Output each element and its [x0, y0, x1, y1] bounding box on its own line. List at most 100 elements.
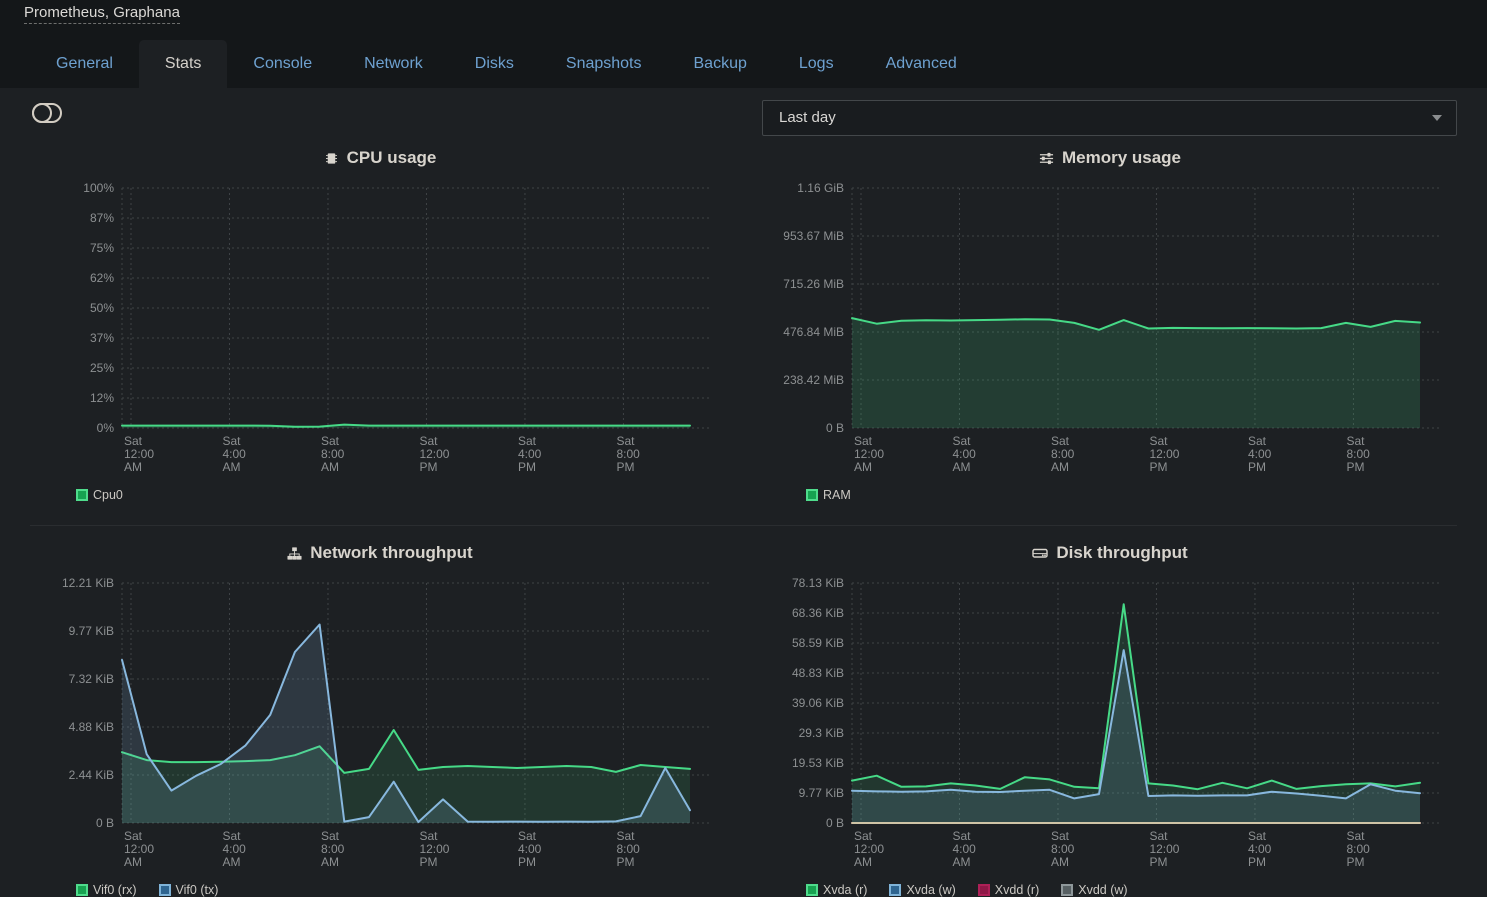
cpu-usage-chart: CPU usage 100% 87% 75% 62% 50% 37% 25% 12% 0% Sat…	[30, 140, 730, 504]
x-axis-label: 4:00	[952, 447, 976, 461]
chart-title-text: Disk throughput	[1056, 543, 1188, 562]
tab-snapshots[interactable]: Snapshots	[565, 55, 642, 72]
toggle-off-icon	[30, 103, 64, 130]
y-axis-label: 100%	[83, 181, 114, 195]
x-axis-label: 4:00	[518, 842, 542, 856]
y-axis-label: 78.13 KiB	[792, 576, 844, 590]
x-axis-label: 4:00	[222, 447, 246, 461]
cpu-legend: Cpu0	[76, 486, 730, 504]
x-axis-label: PM	[518, 460, 536, 474]
tab-backup[interactable]: Backup	[693, 55, 747, 72]
network-chart-title: Network throughput	[30, 535, 730, 571]
tab-disks[interactable]: Disks	[474, 55, 514, 72]
tab-general[interactable]: General	[56, 55, 113, 72]
memory-chart-title: Memory usage	[760, 140, 1460, 176]
x-axis-label: Sat	[1051, 434, 1070, 448]
legend-swatch	[76, 884, 88, 896]
x-axis-label: 12:00	[419, 842, 449, 856]
x-axis-label: 12:00	[124, 842, 154, 856]
x-axis-label: PM	[1346, 855, 1364, 869]
tab-advanced[interactable]: Advanced	[885, 55, 957, 72]
x-axis-label: PM	[616, 855, 634, 869]
x-axis-label: Sat	[518, 829, 537, 843]
x-axis-label: 12:00	[854, 842, 884, 856]
y-axis-label: 19.53 KiB	[792, 756, 844, 770]
legend-item-vif0-rx: Vif0 (rx)	[76, 883, 137, 897]
x-axis-label: 12:00	[419, 447, 449, 461]
x-axis-label: AM	[222, 460, 240, 474]
x-axis-label: Sat	[616, 434, 635, 448]
y-axis-label: 37%	[90, 331, 114, 345]
x-axis-label: 4:00	[1248, 447, 1272, 461]
legend-label: Xvdd (r)	[994, 883, 1040, 897]
x-axis-label: Sat	[854, 434, 873, 448]
chart-title-text: Network throughput	[310, 543, 473, 562]
memory-plot-svg: 1.16 GiB 953.67 MiB 715.26 MiB 476.84 MiB 23…	[783, 181, 1440, 474]
legend-label: Vif0 (rx)	[93, 883, 137, 897]
chart-title-text: Memory usage	[1061, 148, 1182, 167]
tab-bar: General Stats Console Network Disks Snapshots…	[30, 40, 983, 88]
x-axis-label: 8:00	[1051, 842, 1075, 856]
x-axis-label: PM	[419, 460, 437, 474]
x-axis-label: AM	[1051, 855, 1069, 869]
x-axis-label: AM	[321, 460, 339, 474]
x-axis-label: Sat	[321, 829, 340, 843]
y-axis-label: 0 B	[96, 816, 114, 830]
legend-label: Cpu0	[93, 488, 123, 502]
legend-swatch	[1061, 884, 1074, 896]
legend-item-xvdd-r: Xvdd (r)	[977, 883, 1040, 897]
x-axis-label: Sat	[616, 829, 635, 843]
y-axis-label: 476.84 MiB	[783, 325, 844, 339]
x-axis-label: PM	[1248, 460, 1266, 474]
memory-legend: RAM	[806, 486, 1460, 504]
y-axis-label: 953.67 MiB	[783, 229, 844, 243]
series-line-xvda-w	[851, 649, 1421, 800]
tab-logs[interactable]: Logs	[798, 55, 834, 72]
legend-label: Vif0 (tx)	[175, 883, 219, 897]
y-axis-label: 75%	[90, 241, 114, 255]
x-axis-label: 8:00	[616, 447, 640, 461]
tab-network[interactable]: Network	[364, 55, 423, 72]
x-axis-label: 8:00	[1051, 447, 1075, 461]
legend-item-xvda-r: Xvda (r)	[806, 883, 867, 897]
x-axis-label: Sat	[419, 434, 438, 448]
chevron-down-icon	[1432, 115, 1442, 121]
x-axis-label: 12:00	[1149, 842, 1179, 856]
stats-panel	[0, 88, 1487, 897]
x-axis-label: Sat	[1346, 434, 1365, 448]
time-range-select[interactable]: Last day	[762, 100, 1457, 136]
vm-name[interactable]: Prometheus, Graphana	[24, 4, 180, 24]
x-axis-label: 8:00	[1346, 842, 1370, 856]
series-line-vif0-rx	[121, 729, 691, 774]
legend-label: Xvdd (w)	[1078, 883, 1128, 897]
legend-label: Xvda (w)	[906, 883, 956, 897]
y-axis-label: 2.44 KiB	[69, 768, 114, 782]
y-axis-label: 238.42 MiB	[783, 373, 844, 387]
x-axis-label: 12:00	[854, 447, 884, 461]
x-axis-label: 4:00	[518, 447, 542, 461]
legend-item-cpu0: Cpu0	[76, 488, 123, 502]
legend-swatch	[889, 884, 902, 896]
y-axis-label: 9.77 KiB	[69, 624, 114, 638]
x-axis-label: Sat	[1149, 434, 1168, 448]
x-axis-label: PM	[616, 460, 634, 474]
y-axis-label: 58.59 KiB	[792, 636, 844, 650]
x-axis-label: Sat	[952, 829, 971, 843]
series-area-ram	[852, 318, 1420, 428]
time-range-value: Last day	[779, 109, 836, 126]
memory-plot: 1.16 GiB 953.67 MiB 715.26 MiB 476.84 MiB 23…	[760, 176, 1460, 486]
y-axis-label: 39.06 KiB	[792, 696, 844, 710]
x-axis-label: 8:00	[321, 447, 345, 461]
legend-label: RAM	[823, 488, 851, 502]
tab-console[interactable]: Console	[253, 55, 313, 72]
x-axis-label: AM	[952, 855, 970, 869]
legend-swatch	[806, 489, 818, 501]
y-axis-label: 7.32 KiB	[69, 672, 114, 686]
x-axis-label: Sat	[222, 829, 241, 843]
x-axis-label: Sat	[321, 434, 340, 448]
x-axis-label: AM	[124, 855, 142, 869]
tab-stats[interactable]: Stats	[138, 40, 228, 88]
y-axis-label: 25%	[90, 361, 114, 375]
y-axis-label: 0 B	[826, 421, 844, 435]
stats-toggle[interactable]	[30, 100, 64, 126]
